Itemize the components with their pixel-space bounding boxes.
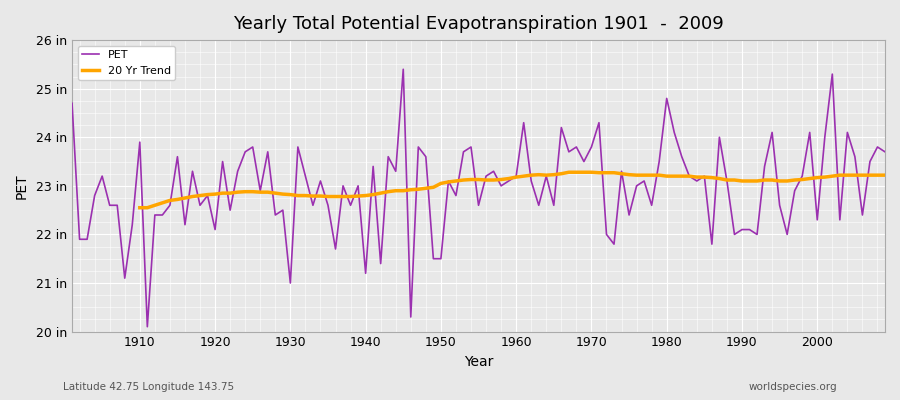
20 Yr Trend [563, 170, 574, 175]
PET [127, 222, 138, 227]
PET [142, 324, 153, 329]
Line: 20 Yr Trend: 20 Yr Trend [140, 172, 885, 208]
20 Yr Trend [518, 174, 529, 178]
PET [879, 150, 890, 154]
Line: PET: PET [72, 69, 885, 327]
X-axis label: Year: Year [464, 355, 493, 369]
20 Yr Trend [586, 170, 597, 175]
20 Yr Trend [308, 194, 319, 198]
Legend: PET, 20 Yr Trend: PET, 20 Yr Trend [77, 46, 176, 80]
20 Yr Trend [879, 173, 890, 178]
Text: Latitude 42.75 Longitude 143.75: Latitude 42.75 Longitude 143.75 [63, 382, 234, 392]
PET [526, 178, 536, 183]
Title: Yearly Total Potential Evapotranspiration 1901  -  2009: Yearly Total Potential Evapotranspiratio… [233, 15, 724, 33]
PET [518, 120, 529, 125]
PET [300, 174, 310, 178]
PET [67, 101, 77, 106]
20 Yr Trend [134, 205, 145, 210]
20 Yr Trend [850, 173, 860, 178]
PET [616, 169, 627, 174]
20 Yr Trend [827, 174, 838, 178]
Y-axis label: PET: PET [15, 173, 29, 199]
Text: worldspecies.org: worldspecies.org [749, 382, 837, 392]
20 Yr Trend [277, 192, 288, 196]
PET [398, 67, 409, 72]
PET [346, 203, 356, 208]
